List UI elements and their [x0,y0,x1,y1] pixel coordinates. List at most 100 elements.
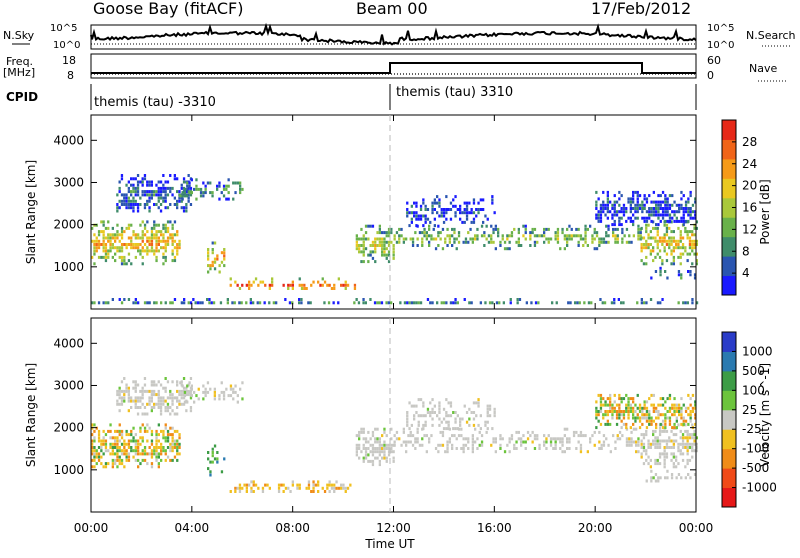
heatmap-cell [132,209,135,213]
heatmap-cell [268,287,271,290]
heatmap-cell [107,220,110,224]
heatmap-cell [120,462,124,466]
heatmap-cell [657,416,660,420]
heatmap-cell [655,406,658,410]
heatmap-cell [629,403,632,407]
heatmap-cell [188,181,191,185]
heatmap-cell [358,443,361,447]
heatmap-cell [629,200,632,204]
heatmap-cell [185,190,188,194]
heatmap-cell [656,442,659,446]
heatmap-cell [104,449,108,453]
heatmap-cell [665,223,669,227]
heatmap-cell [220,251,224,255]
heatmap-cell [171,439,174,443]
heatmap-cell [130,206,133,210]
heatmap-cell [614,240,617,244]
heatmap-cell [213,444,217,448]
heatmap-cell [296,486,299,490]
heatmap-cell [625,240,629,244]
heatmap-cell [595,231,599,235]
heatmap-cell [148,426,151,430]
heatmap-cell [641,416,644,420]
heatmap-cell [132,455,135,459]
heatmap-cell [385,443,388,447]
heatmap-cell [171,396,174,400]
heatmap-cell [97,458,101,462]
heatmap-cell [367,459,370,463]
heatmap-cell [369,253,372,257]
heatmap-cell [143,243,147,246]
heatmap-cell [643,413,646,417]
heatmap-cell [680,422,683,426]
heatmap-cell [475,414,478,418]
heatmap-cell [515,240,518,244]
heatmap-cell [647,439,650,443]
heatmap-cell [618,406,621,410]
heatmap-cell [666,276,669,280]
heatmap-cell [362,244,365,247]
heatmap-cell [492,231,495,235]
heatmap-cell [374,250,377,254]
heatmap-cell [517,240,520,244]
heatmap-cell [153,406,156,409]
heatmap-cell [241,381,244,385]
heatmap-cell [476,447,479,450]
heatmap-cell [155,446,158,449]
heatmap-cell [369,298,372,301]
heatmap-cell [491,301,494,305]
heatmap-cell [433,198,436,202]
heatmap-cell [586,244,589,247]
heatmap-cell [652,236,655,240]
heatmap-cell [146,462,149,466]
heatmap-cell [277,490,281,493]
heatmap-cell [171,409,174,413]
heatmap-cell [483,231,486,235]
heatmap-cell [647,223,650,227]
heatmap-cell [229,387,233,391]
heatmap-cell [600,443,603,447]
heatmap-cell [261,486,265,490]
heatmap-cell [321,277,324,281]
heatmap-cell [277,483,281,487]
colorbar-swatch [722,178,736,199]
heatmap-cell [470,301,473,305]
heatmap-cell [602,203,605,207]
heatmap-cell [650,419,653,423]
heatmap-cell [428,224,431,228]
heatmap-cell [627,200,630,204]
heatmap-cell [531,231,534,235]
heatmap-cell [130,177,133,181]
heatmap-cell [591,434,594,438]
heatmap-cell [613,400,616,404]
heatmap-cell [127,259,131,263]
heatmap-cell [104,252,108,256]
heatmap-cell [579,237,583,241]
heatmap-cell [176,190,179,194]
heatmap-cell [686,233,689,237]
heatmap-cell [111,255,114,259]
heatmap-cell [441,227,445,231]
heatmap-cell [132,449,135,453]
heatmap-cell [689,419,692,423]
heatmap-cell [663,249,666,253]
heatmap-cell [661,413,665,417]
heatmap-cell [563,234,566,238]
heatmap-cell [173,442,177,446]
heatmap-cell [402,237,405,241]
heatmap-cell [367,447,370,450]
heatmap-cell [684,249,687,253]
heatmap-cell [677,449,680,453]
heatmap-cell [422,214,425,218]
heatmap-cell [627,410,630,413]
colorbar-tick-label: 100 [742,383,765,397]
heatmap-cell [433,404,436,408]
heatmap-cell [462,443,465,447]
heatmap-cell [645,239,648,243]
heatmap-cell [173,196,176,200]
heatmap-cell [102,436,105,440]
heatmap-cell [665,442,669,446]
heatmap-cell [469,227,472,231]
heatmap-cell [120,233,124,237]
heatmap-cell [682,416,685,420]
